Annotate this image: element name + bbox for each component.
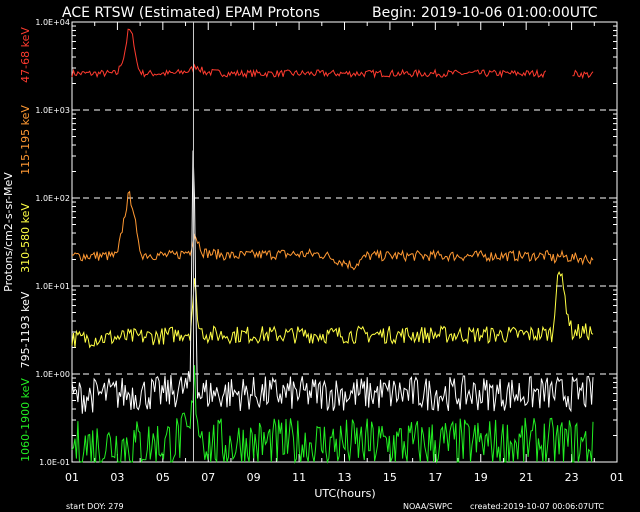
x-tick-label: 13 xyxy=(338,471,352,484)
x-tick-label: 11 xyxy=(292,471,306,484)
x-tick-label: 03 xyxy=(110,471,124,484)
channel-label: 795-1193 keV xyxy=(19,291,32,368)
x-tick-label: 15 xyxy=(383,471,397,484)
series-line-115-195-kev xyxy=(71,190,594,271)
channel-label-group: 1060-1900 keV xyxy=(19,378,32,462)
channel-label: 1060-1900 keV xyxy=(19,378,32,462)
y-tick-label: 1.0E-01 xyxy=(39,458,70,467)
channel-label-group: 310-580 keV xyxy=(19,203,32,273)
x-tick-label: 17 xyxy=(428,471,442,484)
channel-label: 310-580 keV xyxy=(19,203,32,273)
chart-title: ACE RTSW (Estimated) EPAM Protons xyxy=(62,5,320,21)
footer-start-doy: start DOY: 279 xyxy=(66,502,124,511)
series-line-795-1193-kev xyxy=(71,150,594,414)
grid-lines xyxy=(72,109,617,375)
y-tick-label: 1.0E+01 xyxy=(35,282,70,291)
footer-created: created:2019-10-07 00:06:07UTC xyxy=(470,502,604,511)
channel-label-group: 115-195 keV xyxy=(19,105,32,175)
series-lines xyxy=(71,28,594,464)
y-tick-label: 1.0E+03 xyxy=(35,106,70,115)
channel-label: 47-68 keV xyxy=(19,27,32,83)
channel-label-group: 47-68 keV xyxy=(19,27,32,83)
y-tick-label: 1.0E+04 xyxy=(35,18,70,27)
series-line-1060-1900-kev xyxy=(71,365,594,464)
x-tick-label: 09 xyxy=(247,471,261,484)
channel-labels: 47-68 keV 115-195 keV 310-580 keV 795-1193 … xyxy=(19,27,32,462)
channel-label: 115-195 keV xyxy=(19,105,32,175)
series-line-47-68-kev xyxy=(71,28,594,80)
x-tick-label: 07 xyxy=(201,471,215,484)
channel-label-group: 795-1193 keV xyxy=(19,291,32,368)
y-axis-ticks: 1.0E-01 1.0E+00 1.0E+01 1.0E+02 1.0E+03 1.0E+… xyxy=(35,18,617,467)
series-line-310-580-kev xyxy=(71,270,594,349)
begin-label: Begin: 2019-10-06 01:00:00UTC xyxy=(372,5,598,21)
x-tick-label: 05 xyxy=(156,471,170,484)
y-tick-label: 1.0E+00 xyxy=(35,370,70,379)
footer-source: NOAA/SWPC xyxy=(403,502,453,511)
x-axis-label: UTC(hours) xyxy=(314,487,375,500)
x-tick-label: 19 xyxy=(474,471,488,484)
y-axis-label: Protons/cm2-s-sr-MeV xyxy=(2,172,15,292)
x-tick-label: 01 xyxy=(610,471,624,484)
x-tick-label: 01 xyxy=(65,471,79,484)
y-tick-label: 1.0E+02 xyxy=(35,194,70,203)
x-tick-label: 23 xyxy=(565,471,579,484)
x-tick-label: 21 xyxy=(519,471,533,484)
